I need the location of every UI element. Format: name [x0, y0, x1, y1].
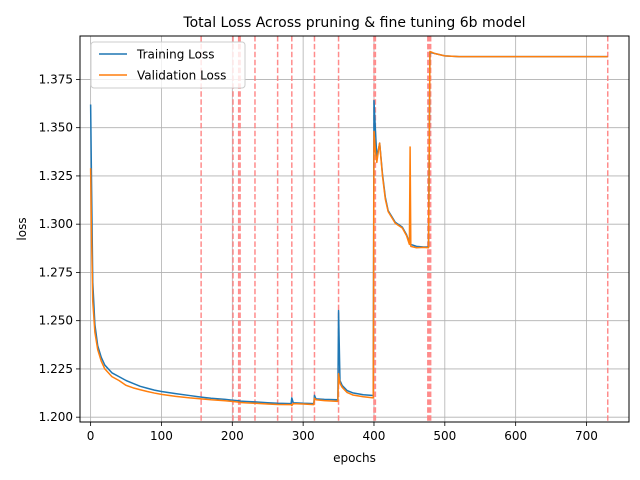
- legend-label-validation: Validation Loss: [137, 69, 226, 83]
- x-axis-title: epochs: [333, 451, 376, 465]
- y-axis-title: loss: [15, 217, 29, 240]
- legend-box: [90, 41, 246, 89]
- x-tick-label: 100: [150, 429, 173, 443]
- legend: Training Loss Validation Loss: [90, 41, 246, 89]
- y-tick-label: 1.250: [39, 314, 73, 328]
- y-tick-label: 1.300: [39, 217, 73, 231]
- y-tick-label: 1.375: [39, 72, 73, 86]
- series-lines: [89, 50, 608, 407]
- x-tick-label: 300: [292, 429, 315, 443]
- x-tick-label: 500: [433, 429, 456, 443]
- series-training-loss: [89, 51, 608, 405]
- plot-frame: [79, 35, 630, 423]
- x-tick-label: 400: [363, 429, 386, 443]
- x-tick-label: 600: [504, 429, 527, 443]
- series-validation-loss: [89, 50, 608, 407]
- y-tick-label: 1.350: [39, 121, 73, 135]
- legend-label-training: Training Loss: [136, 48, 214, 62]
- x-tick-label: 700: [575, 429, 598, 443]
- y-tick-label: 1.225: [39, 362, 73, 376]
- y-tick-label: 1.200: [39, 410, 73, 424]
- axis-ticks: 0 100 200 300 400 500 600 700 1.200 1.225 1.250 1.2…: [39, 72, 598, 443]
- pruning-markers: [200, 36, 609, 422]
- y-tick-label: 1.275: [39, 265, 73, 279]
- y-tick-label: 1.325: [39, 169, 73, 183]
- x-tick-label: 200: [221, 429, 244, 443]
- chart-title: Total Loss Across pruning & fine tuning …: [182, 15, 525, 31]
- x-tick-label: 0: [87, 429, 95, 443]
